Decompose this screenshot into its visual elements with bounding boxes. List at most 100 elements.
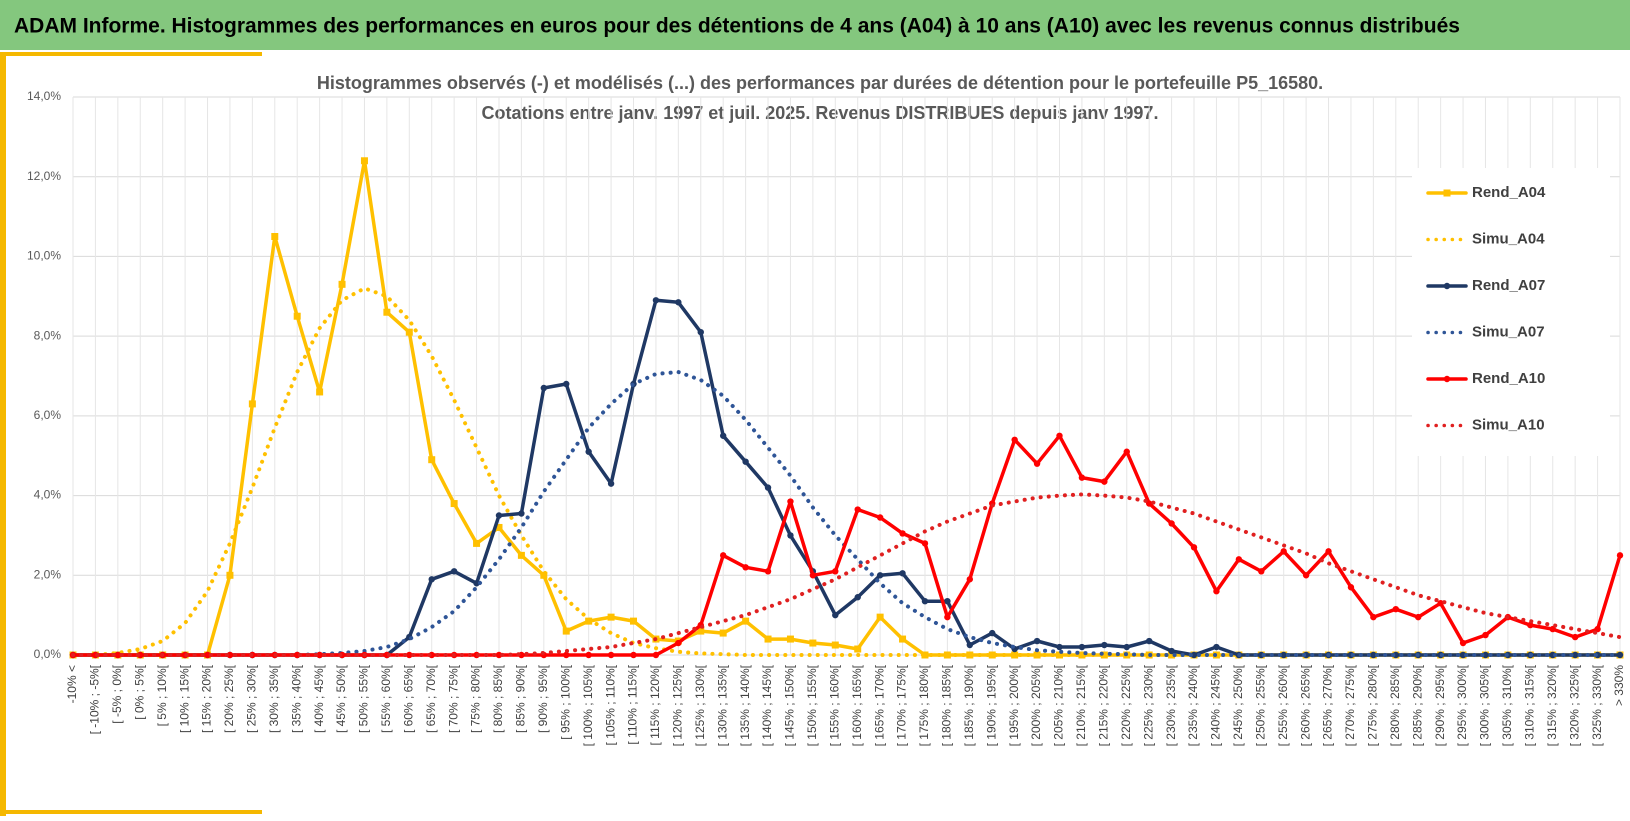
marker bbox=[585, 448, 592, 455]
marker bbox=[1101, 478, 1108, 485]
marker bbox=[742, 564, 749, 571]
marker bbox=[383, 308, 391, 316]
marker bbox=[787, 498, 794, 505]
y-tick-label: 12,0% bbox=[27, 169, 61, 183]
marker bbox=[1101, 641, 1108, 649]
legend-marker bbox=[1443, 375, 1451, 383]
x-tick-label: [ 200% ; 205%[ bbox=[1029, 664, 1043, 746]
plot bbox=[69, 157, 1624, 659]
legend-box bbox=[1412, 168, 1610, 456]
legend-label: Simu_A07 bbox=[1472, 323, 1545, 340]
legend-label: Simu_A04 bbox=[1472, 230, 1545, 247]
marker bbox=[832, 568, 839, 575]
x-tick-label: [ 155% ; 160%[ bbox=[827, 664, 841, 746]
bottom-strip bbox=[0, 810, 262, 814]
x-tick-label: [ 240% ; 245%[ bbox=[1209, 664, 1223, 746]
marker bbox=[876, 613, 884, 621]
x-tick-label: [ 115% ; 120%[ bbox=[648, 664, 662, 745]
x-tick-label: [ 280% ; 285%[ bbox=[1388, 664, 1402, 746]
marker bbox=[450, 500, 458, 508]
marker bbox=[360, 157, 368, 165]
x-tick-label: [ 100% ; 105%[ bbox=[581, 664, 595, 746]
x-tick-label: [ 255% ; 260%[ bbox=[1276, 664, 1290, 746]
marker bbox=[1145, 500, 1153, 507]
y-tick-label: 10,0% bbox=[27, 249, 61, 263]
x-tick-label: [ 65% ; 70%[ bbox=[424, 664, 438, 733]
marker bbox=[1100, 651, 1108, 659]
chart-title: Histogrammes observés (-) et modélisés (… bbox=[317, 73, 1323, 93]
marker bbox=[1527, 621, 1534, 629]
marker bbox=[562, 627, 570, 635]
side-strip bbox=[0, 52, 6, 816]
marker bbox=[1235, 556, 1243, 563]
marker bbox=[899, 635, 907, 643]
marker bbox=[1571, 651, 1579, 659]
marker bbox=[1123, 643, 1130, 651]
x-tick-label: [ 45% ; 50%[ bbox=[334, 664, 348, 733]
marker bbox=[1168, 647, 1175, 655]
marker bbox=[764, 568, 772, 575]
x-tick-label: [ 150% ; 155%[ bbox=[805, 664, 819, 746]
x-tick-label: [ 70% ; 75%[ bbox=[446, 664, 460, 733]
marker bbox=[944, 597, 951, 605]
x-tick-label: [ 230% ; 235%[ bbox=[1164, 664, 1178, 746]
marker bbox=[966, 641, 974, 649]
y-tick-label: 8,0% bbox=[34, 328, 62, 342]
x-tick-label: [ 250% ; 255%[ bbox=[1253, 664, 1267, 746]
x-tick-label: [ 165% ; 170%[ bbox=[872, 664, 886, 746]
marker bbox=[719, 629, 727, 637]
x-tick-label: [ 310% ; 315%[ bbox=[1522, 664, 1536, 746]
marker bbox=[1616, 651, 1624, 659]
marker bbox=[293, 312, 301, 320]
x-tick-label: [ 60% ; 65%[ bbox=[401, 664, 415, 733]
y-tick-label: 6,0% bbox=[34, 408, 62, 422]
marker bbox=[1078, 643, 1086, 651]
x-tick-label: > 330% bbox=[1612, 665, 1626, 706]
x-tick-label: [ 85% ; 90%[ bbox=[514, 664, 528, 733]
top-strip bbox=[0, 52, 262, 56]
x-tick-label: [ 185% ; 190%[ bbox=[962, 664, 976, 746]
marker bbox=[988, 651, 996, 659]
marker bbox=[1213, 588, 1220, 595]
marker bbox=[697, 328, 704, 336]
x-tick-label: [ 30% ; 35%[ bbox=[267, 664, 281, 733]
legend-label: Rend_A04 bbox=[1472, 184, 1546, 201]
marker bbox=[316, 651, 323, 659]
marker bbox=[1482, 651, 1489, 659]
x-tick-label: [ 95% ; 100%[ bbox=[558, 664, 572, 739]
marker bbox=[1571, 633, 1579, 641]
x-tick-label: [ 175% ; 180%[ bbox=[917, 664, 931, 746]
x-tick-label: [ 10% ; 15%[ bbox=[177, 664, 191, 733]
x-tick-label: [ 325% ; 330%[ bbox=[1590, 664, 1604, 746]
y-tick-label: 4,0% bbox=[34, 488, 62, 502]
marker bbox=[271, 233, 279, 240]
marker bbox=[764, 635, 772, 643]
marker bbox=[876, 572, 884, 579]
x-tick-label: [ 75% ; 80%[ bbox=[469, 664, 483, 733]
marker bbox=[1168, 651, 1176, 659]
marker bbox=[1033, 637, 1041, 645]
marker bbox=[966, 576, 974, 583]
grid: 0,0% 2,0% 4,0% 6,0% 8,0% 10,0% 12,0% 14,0% -10% … bbox=[27, 89, 1626, 746]
marker bbox=[675, 299, 682, 306]
marker bbox=[1437, 599, 1444, 607]
marker bbox=[540, 384, 548, 392]
x-tick-label: [ 260% ; 265%[ bbox=[1298, 664, 1312, 746]
marker bbox=[719, 552, 727, 559]
x-tick-label: [ 20% ; 25%[ bbox=[222, 664, 236, 733]
legend-label: Simu_A10 bbox=[1472, 416, 1545, 433]
marker bbox=[114, 651, 122, 659]
marker bbox=[428, 456, 436, 464]
marker bbox=[697, 627, 705, 635]
x-tick-label: [ -5% ; 0%[ bbox=[110, 664, 124, 723]
marker bbox=[1370, 613, 1377, 621]
x-tick-label: [ 160% ; 165%[ bbox=[850, 664, 864, 746]
x-tick-label: [ 135% ; 140%[ bbox=[738, 664, 752, 746]
marker bbox=[1616, 552, 1624, 559]
x-tick-label: [ 120% ; 125%[ bbox=[671, 664, 685, 746]
marker bbox=[742, 458, 749, 465]
marker bbox=[1280, 651, 1287, 659]
x-tick-label: [ 50% ; 55%[ bbox=[357, 664, 371, 733]
